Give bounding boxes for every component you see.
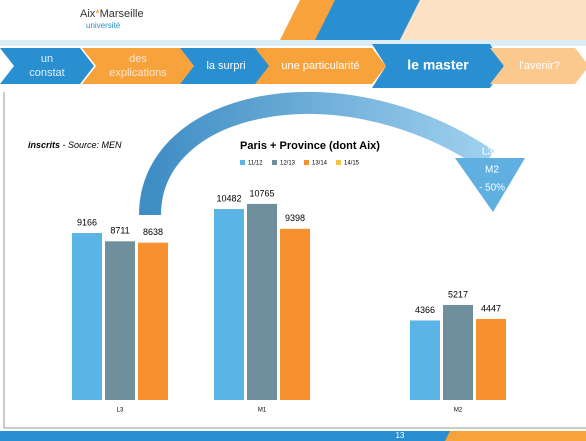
chart: 11/12 12/13 13/14 14/15 L3 9166 8711 8638 M1 1048…	[72, 160, 506, 414]
legend-swatch	[240, 160, 245, 165]
value-label: 5217	[448, 289, 468, 299]
bar	[214, 209, 244, 400]
annotation: M2	[485, 165, 499, 176]
nav-label: la surpri	[206, 60, 245, 72]
logo-sub: université	[86, 21, 121, 30]
x-tick-label: L3	[117, 408, 124, 414]
value-label: 10482	[216, 193, 241, 203]
nav-label: explications	[109, 67, 167, 79]
legend-swatch	[336, 160, 341, 165]
footer	[0, 431, 586, 441]
annotation: - 50%	[479, 183, 505, 194]
bar	[410, 320, 440, 400]
bar	[443, 304, 473, 400]
value-label: 4366	[415, 305, 435, 315]
nav-chevron	[0, 48, 94, 84]
x-tick-label: M2	[454, 408, 463, 414]
date: 06/04/2015	[520, 27, 561, 36]
nav-label: une particularité	[281, 60, 359, 72]
legend-label: 13/14	[312, 161, 328, 167]
nav-label: le master	[407, 57, 469, 73]
bar	[72, 233, 102, 400]
bar	[105, 241, 135, 400]
legend-label: 14/15	[344, 161, 360, 167]
top-banner	[0, 0, 586, 46]
page-number: 13	[396, 431, 405, 440]
bar	[138, 242, 168, 400]
nav-label: constat	[29, 67, 64, 79]
annotation: L3->	[482, 147, 502, 158]
arrow	[139, 92, 525, 216]
value-label: 10765	[249, 188, 274, 198]
legend-swatch	[272, 160, 277, 165]
value-label: 8638	[143, 227, 163, 237]
logo: Aix*Marseille	[80, 8, 144, 20]
bar	[247, 203, 277, 400]
value-label: 4447	[481, 303, 501, 313]
bar	[476, 318, 506, 400]
value-label: 9398	[285, 213, 305, 223]
bar	[280, 228, 310, 400]
x-tick-label: M1	[258, 408, 267, 414]
legend-label: 11/12	[248, 161, 263, 167]
nav-chevron	[372, 44, 504, 88]
nav-label: un	[41, 53, 53, 65]
nav-chevron	[255, 48, 386, 84]
nav-chevron	[490, 48, 586, 84]
nav-label: des	[129, 53, 147, 65]
legend-swatch	[304, 160, 309, 165]
legend-label: 12/13	[280, 161, 296, 167]
nav-label: l'avenir?	[519, 60, 560, 72]
source: inscrits - Source: MEN	[28, 140, 122, 150]
chart-title: Paris + Province (dont Aix)	[240, 140, 380, 152]
nav-chevron	[180, 48, 272, 84]
value-label: 9166	[77, 217, 97, 227]
nav-chevron	[82, 48, 194, 84]
value-label: 8711	[110, 226, 129, 236]
nav: un constat des explications la surpri une par…	[0, 44, 586, 88]
